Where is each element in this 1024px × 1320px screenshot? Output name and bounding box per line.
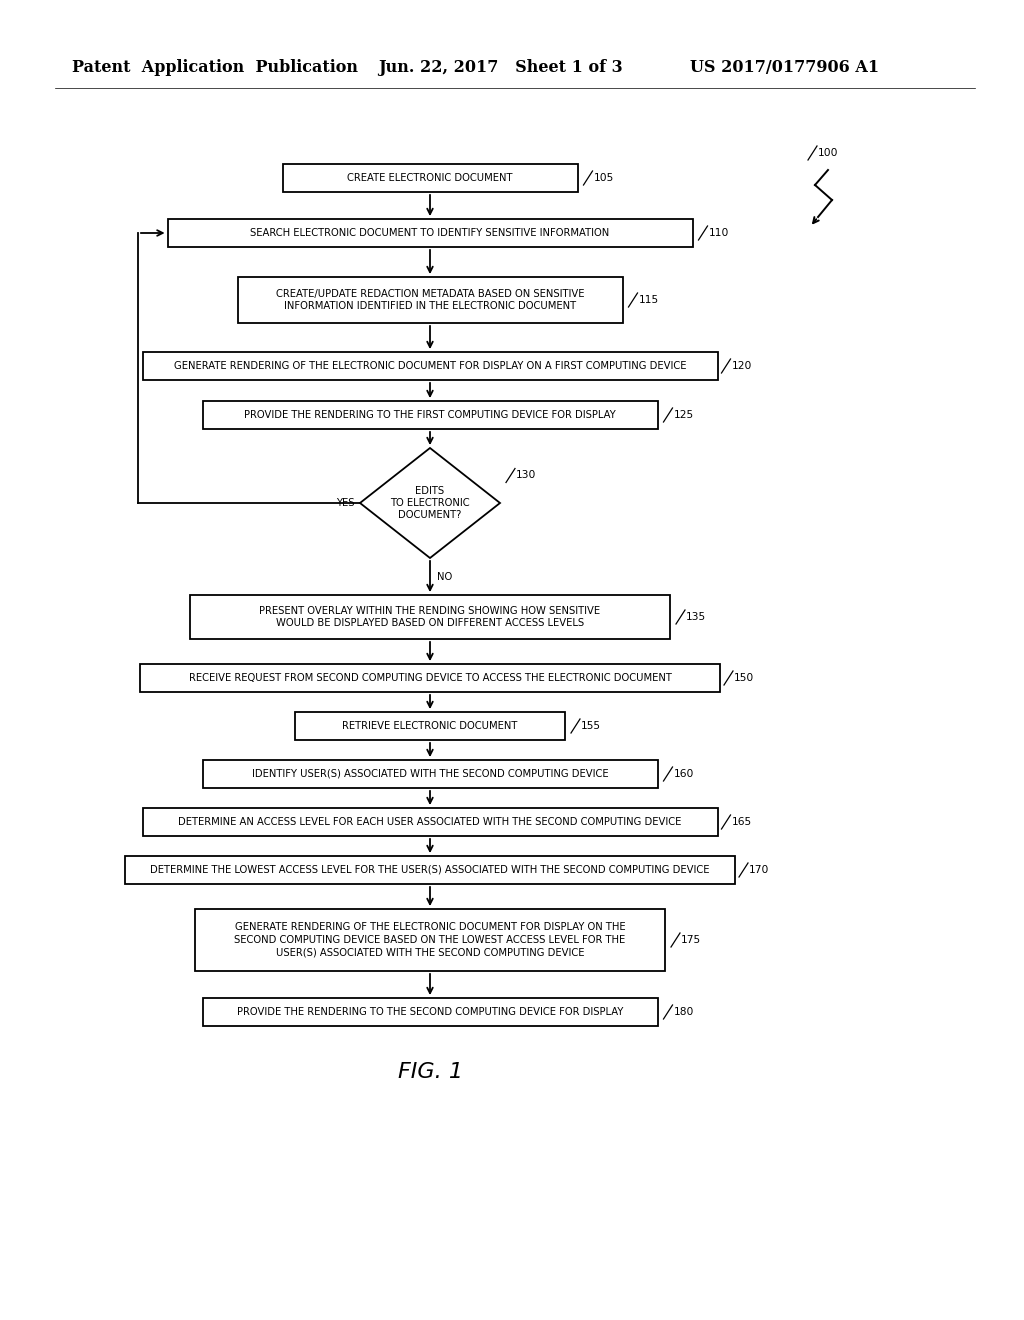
Bar [295,711,565,741]
Text: 130: 130 [516,470,537,480]
Bar [142,808,718,836]
Text: EDITS
TO ELECTRONIC
DOCUMENT?: EDITS TO ELECTRONIC DOCUMENT? [390,486,470,520]
Bar [283,164,578,191]
Text: Jun. 22, 2017   Sheet 1 of 3: Jun. 22, 2017 Sheet 1 of 3 [378,59,623,77]
Bar [125,855,735,884]
Bar [142,352,718,380]
Text: 165: 165 [731,817,752,828]
Bar [168,219,692,247]
Text: 105: 105 [594,173,613,183]
Text: 160: 160 [674,770,694,779]
Text: IDENTIFY USER(S) ASSOCIATED WITH THE SECOND COMPUTING DEVICE: IDENTIFY USER(S) ASSOCIATED WITH THE SEC… [252,770,608,779]
Bar [140,664,720,692]
Text: 100: 100 [818,148,839,158]
Text: YES: YES [337,498,355,508]
Text: 180: 180 [674,1007,694,1016]
Text: PROVIDE THE RENDERING TO THE FIRST COMPUTING DEVICE FOR DISPLAY: PROVIDE THE RENDERING TO THE FIRST COMPU… [244,411,615,420]
Text: 175: 175 [681,935,701,945]
Text: 135: 135 [686,612,707,622]
Text: 155: 155 [581,721,601,731]
Bar [238,277,623,323]
Bar [203,998,657,1026]
Text: NO: NO [437,572,453,582]
Text: 150: 150 [734,673,755,682]
Text: 120: 120 [731,360,752,371]
Text: Patent  Application  Publication: Patent Application Publication [72,59,358,77]
Bar [190,595,670,639]
Text: RETRIEVE ELECTRONIC DOCUMENT: RETRIEVE ELECTRONIC DOCUMENT [342,721,518,731]
Bar [195,909,665,972]
Text: DETERMINE AN ACCESS LEVEL FOR EACH USER ASSOCIATED WITH THE SECOND COMPUTING DEV: DETERMINE AN ACCESS LEVEL FOR EACH USER … [178,817,682,828]
Bar [203,401,657,429]
Text: CREATE ELECTRONIC DOCUMENT: CREATE ELECTRONIC DOCUMENT [347,173,513,183]
Text: GENERATE RENDERING OF THE ELECTRONIC DOCUMENT FOR DISPLAY ON THE
SECOND COMPUTIN: GENERATE RENDERING OF THE ELECTRONIC DOC… [234,923,626,958]
Text: 115: 115 [639,294,658,305]
Text: US 2017/0177906 A1: US 2017/0177906 A1 [690,59,880,77]
Text: CREATE/UPDATE REDACTION METADATA BASED ON SENSITIVE
INFORMATION IDENTIFIED IN TH: CREATE/UPDATE REDACTION METADATA BASED O… [275,289,585,312]
Text: 170: 170 [749,865,769,875]
Text: SEARCH ELECTRONIC DOCUMENT TO IDENTIFY SENSITIVE INFORMATION: SEARCH ELECTRONIC DOCUMENT TO IDENTIFY S… [251,228,609,238]
Text: 110: 110 [709,228,729,238]
Text: FIG. 1: FIG. 1 [397,1063,463,1082]
Text: PROVIDE THE RENDERING TO THE SECOND COMPUTING DEVICE FOR DISPLAY: PROVIDE THE RENDERING TO THE SECOND COMP… [237,1007,624,1016]
Text: DETERMINE THE LOWEST ACCESS LEVEL FOR THE USER(S) ASSOCIATED WITH THE SECOND COM: DETERMINE THE LOWEST ACCESS LEVEL FOR TH… [151,865,710,875]
Text: 125: 125 [674,411,693,420]
Text: GENERATE RENDERING OF THE ELECTRONIC DOCUMENT FOR DISPLAY ON A FIRST COMPUTING D: GENERATE RENDERING OF THE ELECTRONIC DOC… [174,360,686,371]
Text: PRESENT OVERLAY WITHIN THE RENDING SHOWING HOW SENSITIVE
WOULD BE DISPLAYED BASE: PRESENT OVERLAY WITHIN THE RENDING SHOWI… [259,606,600,628]
Bar [203,760,657,788]
Text: RECEIVE REQUEST FROM SECOND COMPUTING DEVICE TO ACCESS THE ELECTRONIC DOCUMENT: RECEIVE REQUEST FROM SECOND COMPUTING DE… [188,673,672,682]
Polygon shape [360,447,500,558]
